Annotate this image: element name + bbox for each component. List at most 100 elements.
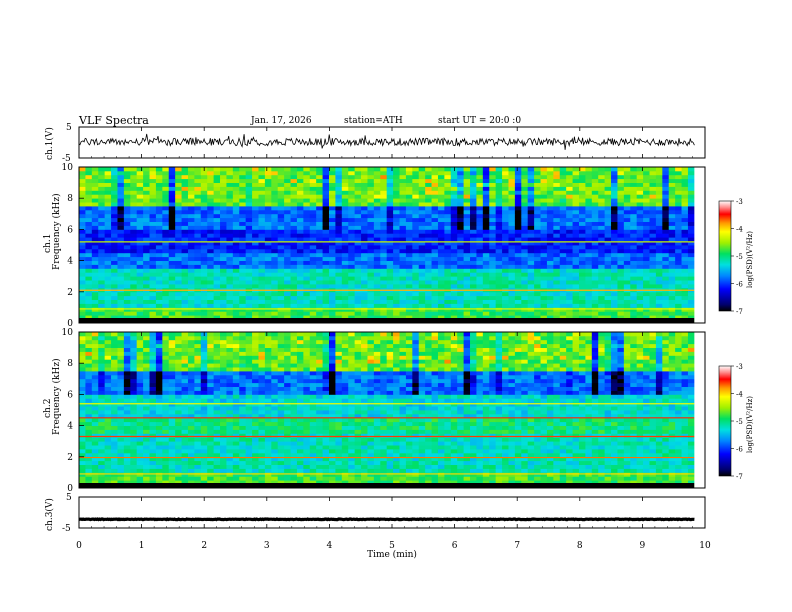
spectrogram-cell xyxy=(598,476,606,481)
spectrogram-cell xyxy=(681,241,689,246)
spectrogram-cell xyxy=(508,284,516,289)
spectrogram-cell xyxy=(611,299,618,304)
spectrogram-cell xyxy=(559,480,567,485)
spectrogram-cell xyxy=(591,167,599,172)
spectrogram-cell xyxy=(322,241,330,246)
spectrogram-cell xyxy=(232,280,240,285)
spectrogram-cell xyxy=(322,206,330,211)
spectrogram-cell xyxy=(245,248,253,254)
spectrogram-cell xyxy=(348,480,356,485)
spectrogram-cell xyxy=(553,280,561,285)
spectrogram-cell xyxy=(489,315,497,320)
spectrogram-cell xyxy=(271,178,279,183)
spectrogram-cell xyxy=(399,441,407,446)
spectrogram-cell xyxy=(348,194,356,199)
spectrogram-cell xyxy=(514,291,522,297)
spectrogram-cell xyxy=(111,276,118,281)
spectrogram-cell xyxy=(322,186,330,191)
spectrogram-cell xyxy=(290,315,298,320)
spectrogram-cell xyxy=(643,174,650,180)
spectrogram-cell xyxy=(585,256,593,261)
spectrogram-cell xyxy=(168,237,176,242)
spectrogram-cell xyxy=(527,452,535,458)
spectrogram-cell xyxy=(450,449,458,454)
spectrogram-cell xyxy=(271,460,279,465)
spectrogram-cell xyxy=(630,174,638,180)
spectrogram-cell xyxy=(104,268,112,273)
spectrogram-cell xyxy=(662,186,670,191)
spectrogram-cell xyxy=(226,217,234,222)
spectrogram-cell xyxy=(489,233,497,238)
spectrogram-cell xyxy=(373,291,381,297)
spectrogram-cell xyxy=(181,213,189,219)
spectrogram-cell xyxy=(181,449,189,454)
spectrogram-cell xyxy=(123,464,131,469)
spectrogram-cell xyxy=(149,229,157,234)
spectrogram-cell xyxy=(181,452,189,458)
spectrogram-cell xyxy=(405,213,413,219)
spectrogram-cell xyxy=(226,245,234,250)
spectrogram-cell xyxy=(412,449,420,454)
spectrogram-cell xyxy=(181,264,189,269)
spectrogram-cell xyxy=(123,248,131,254)
spectrogram-cell xyxy=(630,464,638,469)
spectrogram-cell xyxy=(386,233,394,238)
spectrogram-cell xyxy=(226,167,234,172)
spectrogram-cell xyxy=(123,460,131,465)
spectrogram-cell xyxy=(444,460,452,465)
spectrogram-cell xyxy=(181,276,189,281)
spectrogram-cell xyxy=(412,190,420,195)
spectrogram-cell xyxy=(521,167,529,172)
spectrogram-cell xyxy=(662,225,670,230)
spectrogram-cell xyxy=(348,272,356,277)
spectrogram-cell xyxy=(623,299,631,304)
spectrogram-cell xyxy=(611,295,618,300)
spectrogram-cell xyxy=(476,217,484,222)
spectrogram-cell xyxy=(85,452,93,458)
spectrogram-cell xyxy=(252,276,259,281)
spectrogram-cell xyxy=(380,464,388,469)
spectrogram-cell xyxy=(598,225,606,230)
spectrogram-cell xyxy=(617,221,625,226)
spectrogram-cell xyxy=(463,209,471,215)
spectrogram-cell xyxy=(655,256,663,261)
spectrogram-cell xyxy=(636,476,644,481)
spectrogram-cell xyxy=(655,174,663,180)
spectrogram-cell xyxy=(322,233,330,238)
spectrogram-cell xyxy=(328,268,336,273)
spectrogram-cell xyxy=(604,245,612,250)
spectrogram-cell xyxy=(598,311,606,316)
spectrogram-cell xyxy=(335,190,343,195)
spectrogram-cell xyxy=(309,480,317,485)
spectrogram-cell xyxy=(373,245,381,250)
spectrogram-cell xyxy=(495,272,503,277)
spectrogram-cell xyxy=(220,311,227,316)
spectrogram-cell xyxy=(470,276,477,281)
spectrogram-cell xyxy=(220,452,227,458)
spectrogram-cell xyxy=(591,245,599,250)
spectrogram-cell xyxy=(418,167,426,172)
spectrogram-cell xyxy=(303,272,311,277)
spectrogram-cell xyxy=(623,480,631,485)
spectrogram-cell xyxy=(354,276,362,281)
spectrogram-cell xyxy=(431,480,439,485)
spectrogram-cell xyxy=(290,456,298,462)
spectrogram-cell xyxy=(348,248,356,254)
spectrogram-cell xyxy=(341,260,349,265)
spectrogram-cell xyxy=(514,170,522,176)
spectrogram-cell xyxy=(655,303,663,308)
spectrogram-cell xyxy=(380,295,388,300)
spectrogram-cell xyxy=(675,237,682,242)
spectrogram-cell xyxy=(681,311,689,316)
spectrogram-cell xyxy=(181,170,189,176)
spectrogram-cell xyxy=(681,264,689,269)
spectrogram-cell xyxy=(578,167,586,172)
spectrogram-cell xyxy=(623,229,631,234)
spectrogram-cell xyxy=(258,202,266,207)
spectrogram-cell xyxy=(271,260,279,265)
spectrogram-cell xyxy=(617,248,625,254)
spectrogram-cell xyxy=(136,202,144,207)
spectrogram-cell xyxy=(207,206,215,211)
spectrogram-cell xyxy=(143,209,150,215)
spectrogram-cell xyxy=(264,315,272,320)
